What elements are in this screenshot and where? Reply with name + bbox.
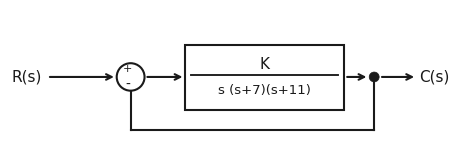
Text: +: +: [123, 64, 132, 74]
Text: s (s+7)(s+11): s (s+7)(s+11): [219, 84, 311, 97]
Bar: [185, 45, 345, 110]
Text: R(s): R(s): [11, 69, 42, 84]
Text: K: K: [260, 57, 270, 72]
Text: C(s): C(s): [419, 69, 449, 84]
Text: -: -: [125, 78, 130, 92]
Ellipse shape: [369, 72, 379, 82]
